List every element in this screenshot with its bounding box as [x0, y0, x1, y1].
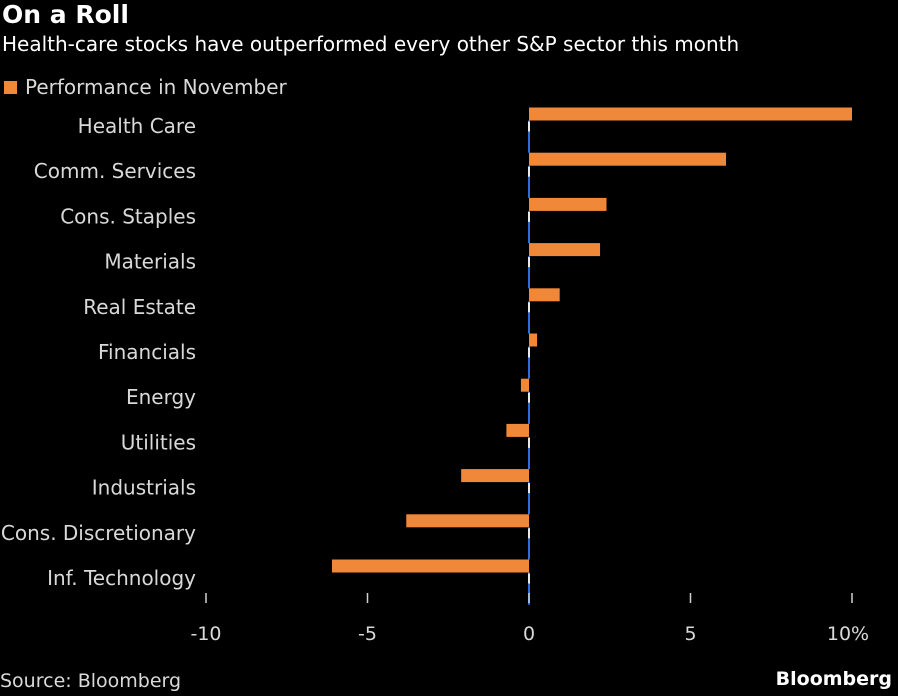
zero-line-highlight	[528, 257, 530, 268]
bar	[529, 243, 601, 257]
zero-line-highlight	[528, 166, 530, 177]
zero-line-segment	[528, 391, 530, 424]
zero-line-segment	[528, 482, 530, 515]
chart-subtitle: Health-care stocks have outperformed eve…	[2, 32, 740, 56]
category-label: Energy	[126, 385, 196, 409]
zero-line-segment	[528, 346, 530, 379]
zero-line-highlight	[528, 483, 530, 494]
x-tick-label: 10%	[827, 623, 869, 645]
zero-line-segment	[528, 572, 530, 605]
zero-line-segment	[528, 527, 530, 560]
bar	[529, 107, 852, 121]
bar	[461, 469, 529, 483]
bar	[529, 333, 538, 347]
x-tick-label: -5	[358, 623, 377, 645]
chart-title: On a Roll	[2, 0, 129, 29]
zero-line-highlight	[528, 302, 530, 313]
zero-line-highlight	[528, 347, 530, 358]
zero-line-highlight	[528, 121, 530, 132]
bar	[520, 378, 529, 392]
x-tick-label: 5	[684, 623, 696, 645]
bar	[529, 152, 727, 166]
category-label: Materials	[104, 250, 196, 274]
legend-swatch	[4, 80, 17, 94]
category-label: Health Care	[78, 114, 196, 138]
category-label: Cons. Staples	[60, 204, 196, 228]
zero-line-segment	[528, 165, 530, 198]
x-tick-label: -10	[190, 623, 221, 645]
zero-line-segment	[528, 120, 530, 153]
category-label: Cons. Discretionary	[1, 521, 196, 545]
bar	[406, 514, 529, 528]
zero-line-highlight	[528, 392, 530, 403]
zero-line-segment	[528, 436, 530, 470]
category-label: Inf. Technology	[47, 566, 196, 590]
legend: Performance in November	[4, 74, 287, 100]
zero-line-highlight	[528, 573, 530, 584]
zero-line-highlight	[528, 211, 530, 222]
zero-line-segment	[528, 301, 530, 334]
bar	[529, 288, 560, 302]
source-note: Source: Bloomberg	[0, 670, 182, 692]
zero-line-segment	[528, 210, 530, 244]
legend-label: Performance in November	[25, 75, 287, 99]
bar	[506, 423, 529, 437]
zero-line-segment	[528, 256, 530, 289]
bar	[331, 559, 529, 573]
category-label: Comm. Services	[34, 159, 196, 183]
category-label: Utilities	[121, 430, 196, 454]
bloomberg-logo: Bloomberg	[775, 668, 892, 690]
zero-line-highlight	[528, 437, 530, 448]
x-tick-label: 0	[523, 623, 535, 645]
category-label: Real Estate	[83, 295, 196, 319]
bar	[529, 197, 607, 211]
zero-line-highlight	[528, 528, 530, 539]
category-label: Financials	[98, 340, 196, 364]
category-label: Industrials	[92, 476, 196, 500]
